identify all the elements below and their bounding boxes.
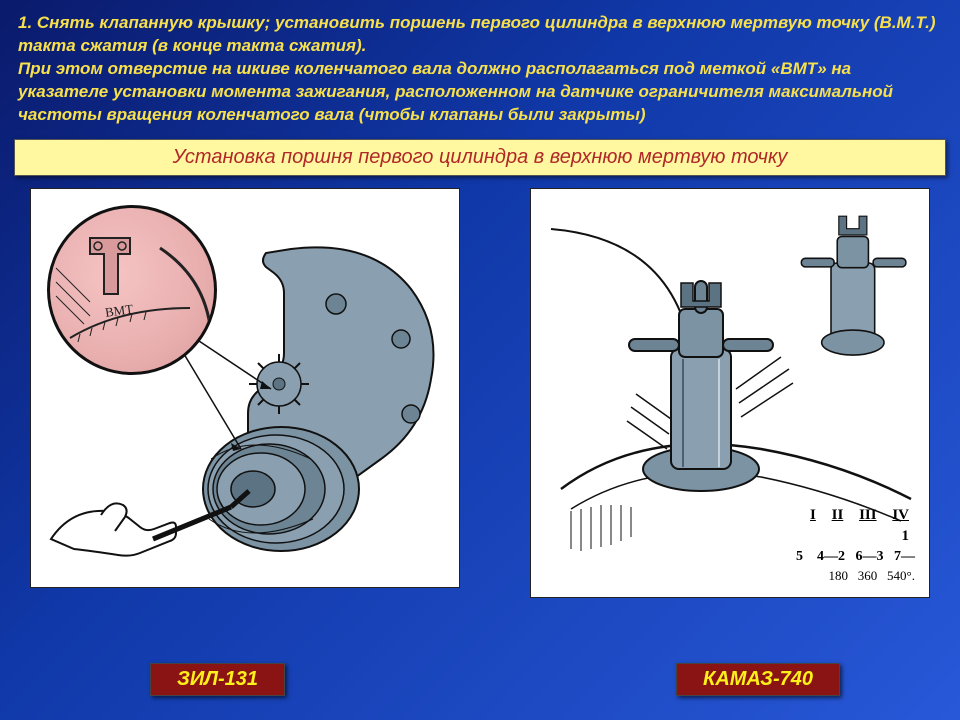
kt-h2: II	[826, 507, 850, 523]
zil-inset: ВМТ	[47, 205, 217, 375]
subtitle-text: Установка поршня первого цилиндра в верх…	[173, 146, 788, 168]
kt-h4: IV	[886, 507, 915, 523]
subtitle-bar: Установка поршня первого цилиндра в верх…	[14, 139, 946, 176]
kamaz-table-header: I II III IV	[796, 505, 915, 526]
label-kamaz-text: КАМАЗ-740	[703, 668, 813, 690]
kamaz-angle-table: I II III IV 1 5 4—2 6—3 7— 180 360 540°.	[796, 505, 915, 585]
zil-sketch: ВМТ	[31, 189, 459, 587]
diagram-row: ВМТ	[0, 188, 960, 598]
kt-h3: III	[853, 507, 883, 523]
kt-r3: 180 360 540°.	[796, 567, 915, 585]
kamaz-sketch: I II III IV 1 5 4—2 6—3 7— 180 360 540°.	[531, 189, 929, 597]
vehicle-labels: ЗИЛ-131 КАМАЗ-740	[0, 663, 960, 696]
label-kamaz: КАМАЗ-740	[676, 663, 840, 696]
zil-inset-svg	[50, 208, 217, 375]
label-zil-text: ЗИЛ-131	[177, 668, 258, 690]
instruction-block: 1. Снять клапанную крышку; установить по…	[0, 0, 960, 135]
zil-inset-mark: ВМТ	[104, 301, 134, 321]
diagram-kamaz: I II III IV 1 5 4—2 6—3 7— 180 360 540°.	[530, 188, 930, 598]
instruction-line-2: При этом отверстие на шкиве коленчатого …	[18, 58, 942, 127]
label-zil: ЗИЛ-131	[150, 663, 285, 696]
kt-r1: 1	[796, 526, 915, 547]
kt-h1: I	[804, 507, 822, 523]
kt-r2: 5 4—2 6—3 7—	[796, 547, 915, 567]
diagram-zil: ВМТ	[30, 188, 460, 588]
instruction-line-1: 1. Снять клапанную крышку; установить по…	[18, 12, 942, 58]
